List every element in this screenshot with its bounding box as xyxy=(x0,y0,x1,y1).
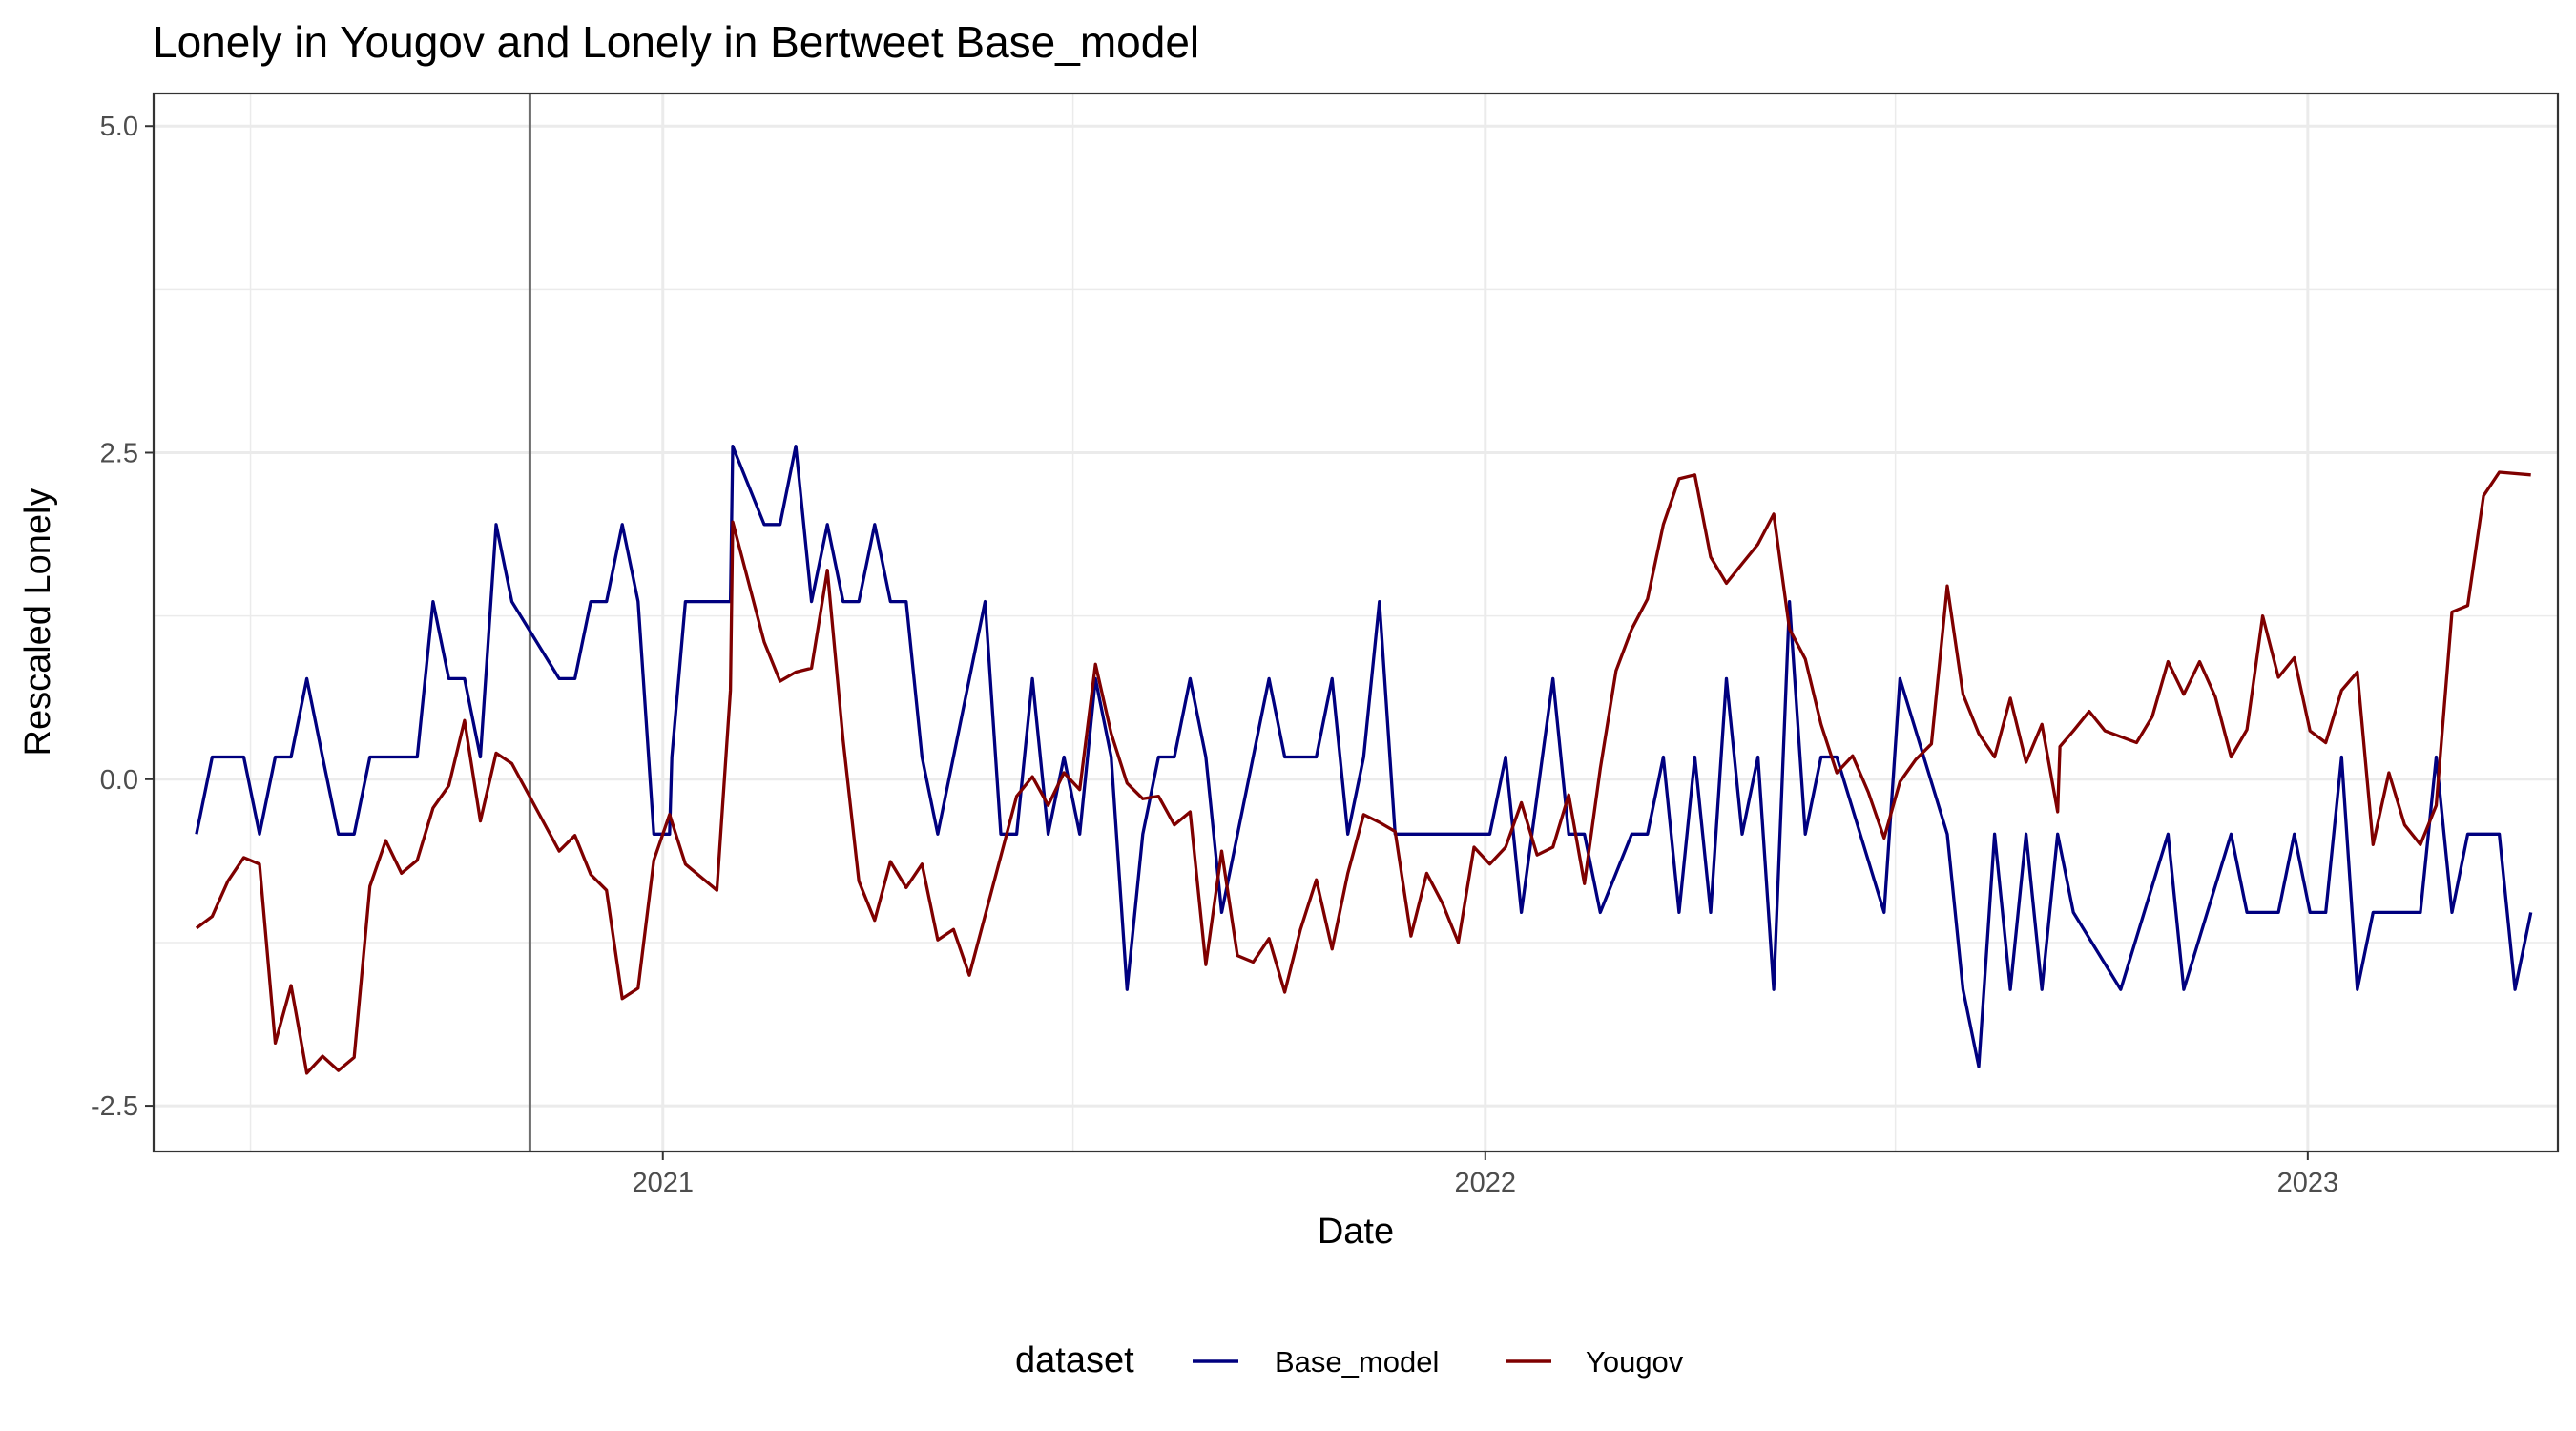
x-tick-label: 2021 xyxy=(633,1168,695,1198)
plot-panel-border xyxy=(152,92,2560,1153)
y-tick-label: 5.0 xyxy=(100,112,138,142)
legend: dataset Base_model Yougov xyxy=(1015,1340,1684,1380)
y-tick-label: -2.5 xyxy=(91,1091,138,1122)
legend-label-base-model: Base_model xyxy=(1275,1345,1439,1379)
series-line-yougov xyxy=(195,470,2531,1075)
x-axis-title: Date xyxy=(1318,1212,1394,1252)
y-axis: -2.5 0.0 2.5 5.0 xyxy=(91,112,154,1122)
chart-title: Lonely in Yougov and Lonely in Bertweet … xyxy=(153,17,1199,67)
x-tick-label: 2023 xyxy=(2277,1168,2339,1198)
series-line-base-model xyxy=(195,445,2533,1068)
x-tick-label: 2022 xyxy=(1455,1168,1517,1198)
y-tick-label: 0.0 xyxy=(100,765,138,796)
y-axis-title: Rescaled Lonely xyxy=(18,488,58,757)
legend-label-yougov: Yougov xyxy=(1586,1345,1684,1379)
series-layer xyxy=(195,93,2533,1151)
legend-title: dataset xyxy=(1015,1340,1134,1380)
plot-panel xyxy=(154,93,2558,1151)
y-tick-label: 2.5 xyxy=(100,439,138,469)
grid-lines xyxy=(154,93,2558,1151)
x-axis: 2021 2022 2023 xyxy=(633,1151,2339,1198)
